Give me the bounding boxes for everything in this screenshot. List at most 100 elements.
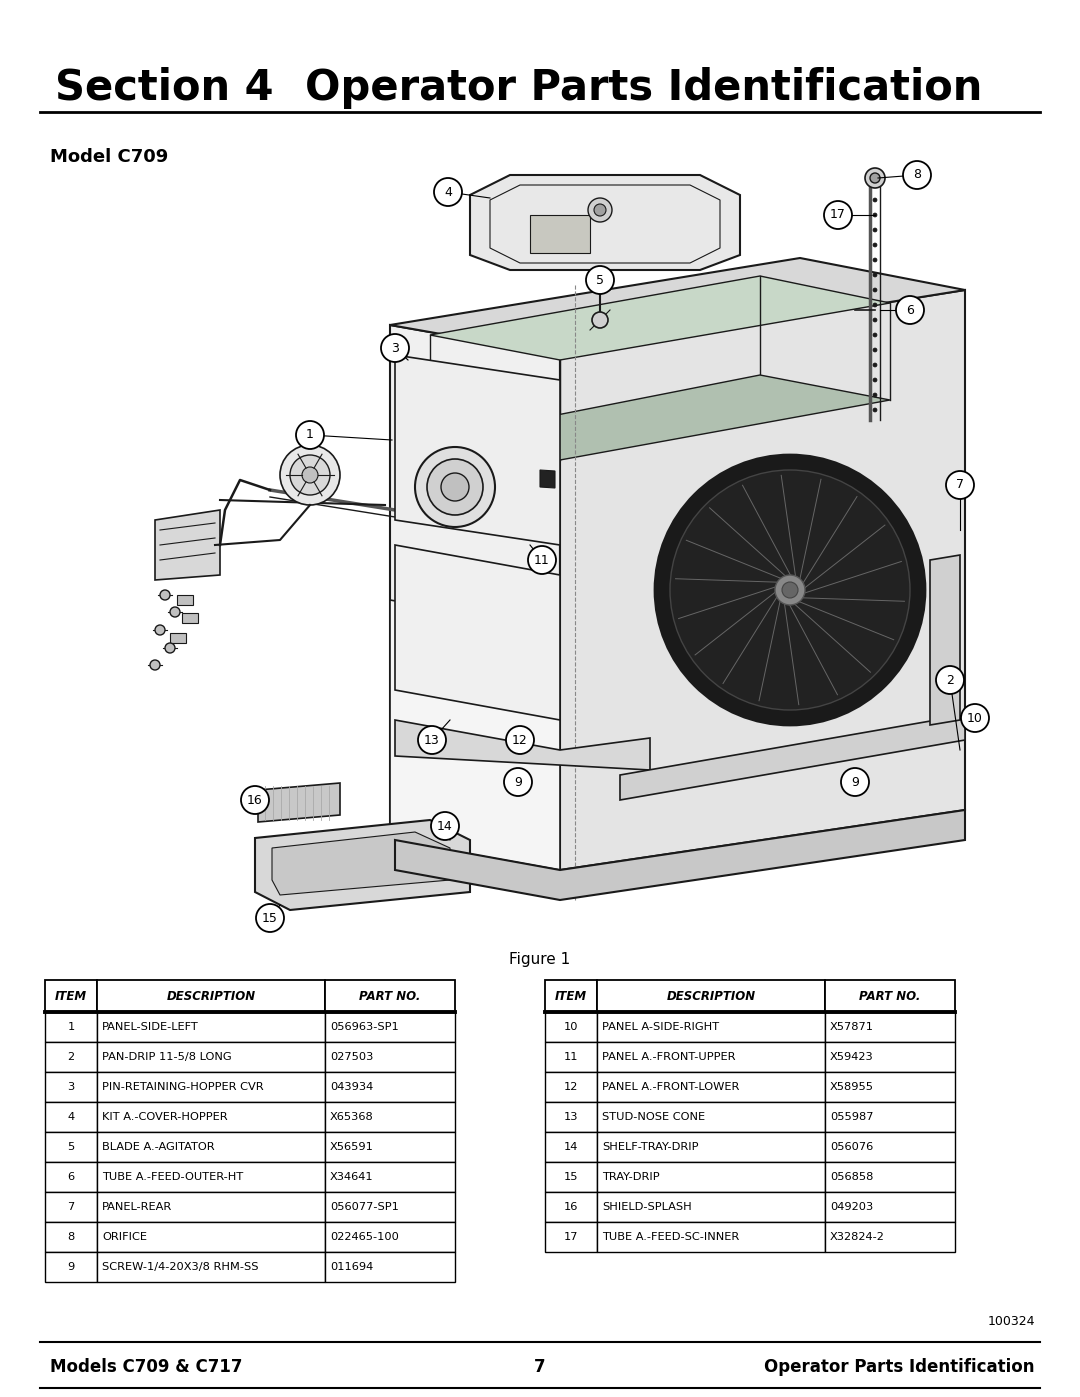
Bar [45, 1192, 97, 1222]
Bar [545, 1162, 597, 1192]
Text: 056963-SP1: 056963-SP1 [330, 1023, 399, 1032]
Polygon shape [390, 326, 561, 870]
Bar [597, 981, 825, 1011]
Circle shape [418, 726, 446, 754]
Bar [825, 1102, 955, 1132]
Circle shape [504, 768, 532, 796]
Text: PANEL-SIDE-LEFT: PANEL-SIDE-LEFT [102, 1023, 199, 1032]
Text: TUBE A.-FEED-OUTER-HT: TUBE A.-FEED-OUTER-HT [102, 1172, 243, 1182]
Circle shape [775, 576, 805, 605]
Bar [597, 1222, 825, 1252]
Polygon shape [170, 633, 186, 643]
Bar [45, 1071, 97, 1102]
Text: 7: 7 [956, 479, 964, 492]
Polygon shape [177, 595, 193, 605]
Circle shape [870, 173, 880, 183]
Text: ITEM: ITEM [55, 989, 87, 1003]
Text: 12: 12 [564, 1083, 578, 1092]
Bar [45, 1102, 97, 1132]
Circle shape [156, 624, 165, 636]
Text: 056076: 056076 [831, 1141, 874, 1153]
Bar [825, 1132, 955, 1162]
Circle shape [873, 198, 877, 203]
Circle shape [256, 904, 284, 932]
Circle shape [873, 228, 877, 232]
Bar [545, 981, 597, 1011]
Polygon shape [395, 545, 561, 719]
Bar [597, 1192, 825, 1222]
Circle shape [903, 161, 931, 189]
Circle shape [241, 787, 269, 814]
Circle shape [654, 455, 924, 725]
Text: KIT A.-COVER-HOPPER: KIT A.-COVER-HOPPER [102, 1112, 228, 1122]
Circle shape [381, 334, 409, 362]
Circle shape [873, 272, 877, 277]
Bar [325, 1071, 455, 1102]
Polygon shape [395, 810, 966, 900]
Circle shape [431, 812, 459, 840]
Bar [825, 1162, 955, 1192]
Text: PART NO.: PART NO. [860, 989, 920, 1003]
Text: 14: 14 [437, 820, 453, 833]
Circle shape [946, 471, 974, 499]
Text: 3: 3 [391, 341, 399, 355]
Text: TRAY-DRIP: TRAY-DRIP [602, 1172, 660, 1182]
Polygon shape [470, 175, 740, 270]
Circle shape [873, 243, 877, 247]
Circle shape [873, 319, 877, 321]
Text: SCREW-1/4-20X3/8 RHM-SS: SCREW-1/4-20X3/8 RHM-SS [102, 1261, 258, 1273]
Bar [597, 1011, 825, 1042]
Text: 2: 2 [67, 1052, 75, 1062]
Text: Section 4: Section 4 [55, 67, 273, 109]
Text: Figure 1: Figure 1 [510, 951, 570, 967]
Text: 16: 16 [247, 793, 262, 806]
Text: PIN-RETAINING-HOPPER CVR: PIN-RETAINING-HOPPER CVR [102, 1083, 264, 1092]
Polygon shape [395, 355, 561, 545]
Text: 13: 13 [564, 1112, 578, 1122]
Bar [545, 1042, 597, 1071]
Text: X32824-2: X32824-2 [831, 1232, 885, 1242]
Bar [545, 1222, 597, 1252]
Text: 15: 15 [262, 911, 278, 925]
Text: 1: 1 [67, 1023, 75, 1032]
Text: 027503: 027503 [330, 1052, 374, 1062]
Circle shape [841, 768, 869, 796]
Bar [825, 1222, 955, 1252]
Text: 3: 3 [67, 1083, 75, 1092]
Text: 056858: 056858 [831, 1172, 874, 1182]
Bar [97, 1071, 325, 1102]
Text: 011694: 011694 [330, 1261, 374, 1273]
Polygon shape [620, 715, 966, 800]
Bar [97, 1042, 325, 1071]
Polygon shape [255, 820, 470, 909]
Circle shape [873, 379, 877, 381]
Text: X59423: X59423 [831, 1052, 874, 1062]
Text: 6: 6 [67, 1172, 75, 1182]
Text: 7: 7 [67, 1201, 75, 1213]
Text: 17: 17 [831, 208, 846, 222]
Text: 13: 13 [424, 733, 440, 746]
Text: 8: 8 [67, 1232, 75, 1242]
Text: X34641: X34641 [330, 1172, 374, 1182]
Bar [597, 1132, 825, 1162]
Text: 14: 14 [564, 1141, 578, 1153]
Text: 9: 9 [851, 775, 859, 788]
Circle shape [588, 198, 612, 222]
Circle shape [594, 204, 606, 217]
Text: 11: 11 [564, 1052, 578, 1062]
Bar [97, 1222, 325, 1252]
Circle shape [873, 212, 877, 217]
Text: 9: 9 [514, 775, 522, 788]
Bar [597, 1042, 825, 1071]
Circle shape [296, 420, 324, 448]
Bar [45, 1132, 97, 1162]
Bar [45, 1042, 97, 1071]
Circle shape [280, 446, 340, 504]
Bar [825, 1192, 955, 1222]
Circle shape [592, 312, 608, 328]
Circle shape [441, 474, 469, 502]
Circle shape [528, 546, 556, 574]
Text: X57871: X57871 [831, 1023, 874, 1032]
Circle shape [824, 201, 852, 229]
Bar [597, 1071, 825, 1102]
